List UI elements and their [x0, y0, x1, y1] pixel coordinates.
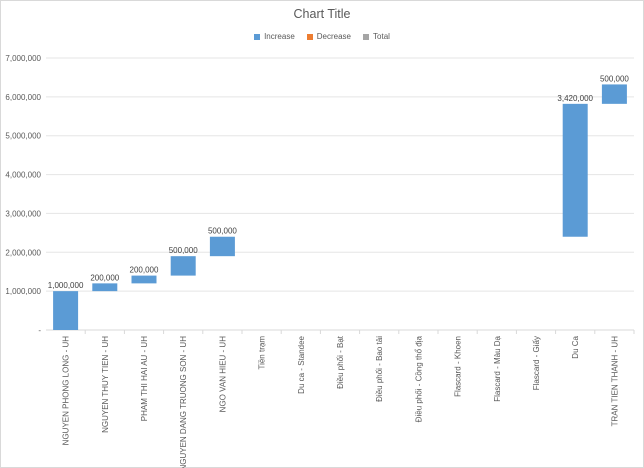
y-tick-label: -: [38, 326, 41, 335]
y-tick-label: 2,000,000: [5, 248, 41, 257]
bar: [92, 283, 118, 292]
legend-label: Increase: [264, 32, 295, 41]
legend-item-increase: Increase: [254, 32, 295, 41]
x-tick-label: Điều phối - Bao tải: [375, 336, 384, 402]
data-label: 500,000: [169, 246, 198, 255]
legend-swatch: [363, 33, 370, 40]
legend-item-total: Total: [363, 32, 390, 41]
y-tick-label: 5,000,000: [5, 132, 41, 141]
x-tick-label: Điều phối - Bạt: [336, 335, 345, 389]
data-label: 3,420,000: [557, 94, 593, 103]
y-tick-label: 7,000,000: [5, 54, 41, 63]
data-label: 200,000: [90, 273, 119, 282]
x-tick-label: Du Ca: [571, 335, 580, 358]
x-tick-label: TRAN TIEN THANH - UH: [610, 336, 619, 427]
legend-item-decrease: Decrease: [306, 32, 352, 41]
bar: [170, 256, 196, 276]
legend-swatch: [306, 33, 313, 40]
bar: [53, 291, 79, 330]
x-tick-label: Flascard - Giấy: [532, 336, 541, 390]
x-tick-label: Flascard - Màu Dạ: [493, 335, 502, 401]
chart-title: Chart Title: [293, 7, 351, 21]
x-tick-label: NGO VAN HIEU - UH: [218, 336, 227, 413]
x-tick-label: NGUYEN THUY TIEN - UH: [101, 336, 110, 433]
y-tick-label: 4,000,000: [5, 171, 41, 180]
x-tick-label: Tiền trạm: [258, 336, 267, 370]
bar: [562, 103, 588, 237]
bar: [131, 275, 157, 284]
x-tick-label: NGUYEN PHONG LONG - UH: [62, 336, 71, 446]
data-label: 200,000: [130, 266, 159, 275]
x-tick-label: Điều phối - Cồng thổ địa: [414, 335, 423, 422]
data-label: 500,000: [208, 227, 237, 236]
x-tick-label: NGUYEN DANG TRUONG SON - UH: [179, 336, 188, 468]
legend-label: Decrease: [316, 32, 352, 41]
x-tick-label: PHAM THI HAI AU - UH: [140, 336, 149, 421]
x-tick-label: Du ca - Standee: [297, 335, 306, 393]
data-label: 1,000,000: [48, 281, 84, 290]
y-tick-label: 6,000,000: [5, 93, 41, 102]
bar: [601, 84, 627, 104]
bar: [209, 236, 235, 257]
y-tick-label: 1,000,000: [5, 287, 41, 296]
chart-legend: Increase Decrease Total: [0, 32, 644, 41]
legend-swatch: [254, 33, 261, 40]
legend-label: Total: [373, 32, 390, 41]
data-label: 500,000: [600, 74, 629, 83]
x-tick-label: Flascard - Khoen: [454, 336, 463, 397]
y-tick-label: 3,000,000: [5, 209, 41, 218]
